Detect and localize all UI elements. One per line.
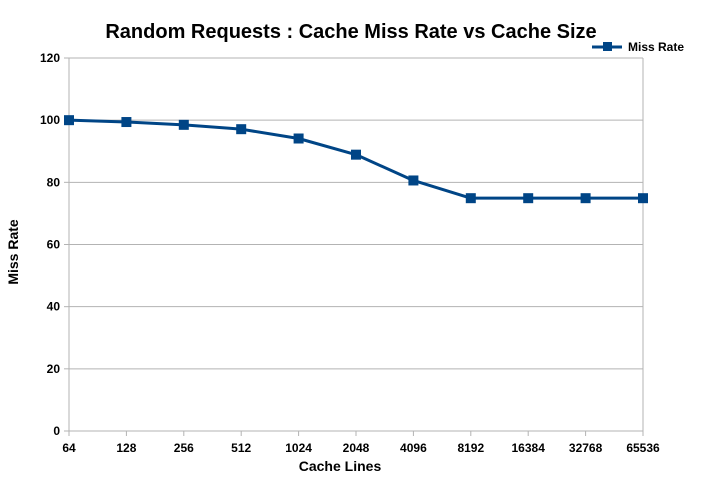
y-tick-label: 20 <box>47 362 61 376</box>
x-tick-label: 32768 <box>569 441 603 455</box>
data-point <box>638 193 648 204</box>
data-point <box>121 117 132 128</box>
x-tick-label: 8192 <box>457 441 484 455</box>
x-tick-labels: 64 128 256 512 1024 2048 4096 8192 16384 32768 655… <box>62 441 660 455</box>
y-tick-label: 0 <box>53 424 60 438</box>
legend-marker <box>603 42 612 51</box>
y-tick-label: 120 <box>40 51 60 65</box>
data-point <box>293 133 304 144</box>
legend: Miss Rate <box>592 40 684 54</box>
x-axis-title: Cache Lines <box>299 458 382 474</box>
y-tick-label: 100 <box>40 113 60 127</box>
data-point <box>580 193 591 204</box>
data-point <box>178 119 189 130</box>
x-tick-label: 2048 <box>343 441 370 455</box>
axes <box>64 57 644 436</box>
x-tick-label: 1024 <box>285 441 312 455</box>
x-tick-label: 64 <box>62 441 76 455</box>
x-tick-label: 16384 <box>512 441 546 455</box>
data-point <box>523 193 534 204</box>
legend-label: Miss Rate <box>628 40 684 54</box>
y-axis-title: Miss Rate <box>5 219 21 285</box>
data-point <box>236 124 247 135</box>
x-tick-label: 4096 <box>400 441 427 455</box>
x-tick-label: 512 <box>231 441 251 455</box>
y-tick-labels: 0 20 40 60 80 100 120 <box>40 51 60 438</box>
chart-title: Random Requests : Cache Miss Rate vs Cac… <box>105 21 596 43</box>
series <box>64 115 648 204</box>
data-point <box>408 175 419 186</box>
y-tick-label: 60 <box>47 238 61 252</box>
gridlines <box>69 57 643 432</box>
data-point <box>351 149 361 160</box>
y-tick-label: 40 <box>47 300 61 314</box>
y-tick-label: 80 <box>47 175 61 189</box>
data-point <box>465 193 476 204</box>
data-point <box>64 115 74 126</box>
x-tick-label: 65536 <box>626 441 660 455</box>
x-tick-label: 128 <box>116 441 136 455</box>
x-tick-label: 256 <box>174 441 194 455</box>
